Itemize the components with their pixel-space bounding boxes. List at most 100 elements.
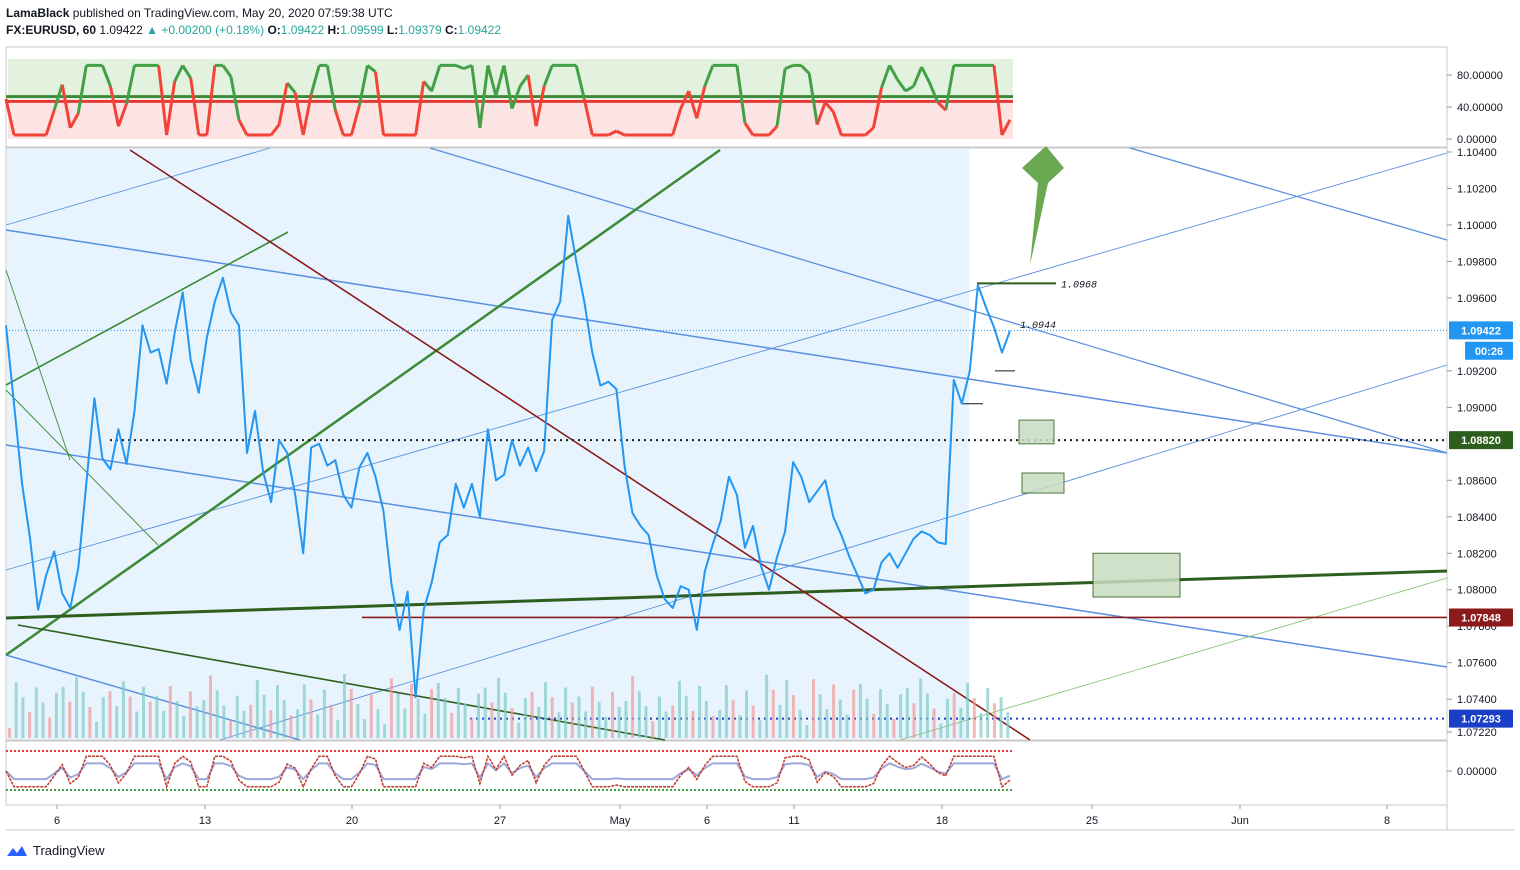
time-tick-label: 18 — [936, 815, 948, 827]
price-tick-label: 1.07600 — [1457, 658, 1497, 670]
ohlc-legend: FX:EURUSD, 60 1.09422 ▲ +0.00200 (+0.18%… — [6, 23, 501, 37]
volume-bar — [570, 702, 574, 738]
volume-bar — [992, 703, 996, 738]
volume-bar — [597, 701, 601, 738]
volume-bar — [88, 707, 92, 738]
lower-signal-line — [5, 761, 1011, 782]
volume-bar — [389, 678, 393, 738]
price-tick-label: 1.08000 — [1457, 585, 1497, 597]
green-trend-line — [5, 231, 289, 386]
low-label: L: — [386, 23, 399, 37]
volume-bar — [470, 718, 474, 738]
volume-bar — [872, 713, 876, 738]
volume-bar — [68, 701, 72, 738]
green-trend-line — [17, 624, 666, 741]
volume-bar — [168, 686, 172, 738]
time-tick-label: May — [610, 815, 631, 827]
volume-bar — [711, 716, 715, 738]
tradingview-brand[interactable]: TradingView — [6, 843, 105, 858]
price-tick-label: 1.09600 — [1457, 293, 1497, 305]
price-tick-label: 1.10200 — [1457, 183, 1497, 195]
volume-bar — [410, 683, 413, 738]
volume-bar — [691, 710, 695, 738]
volume-bar — [269, 710, 273, 738]
volume-bar — [383, 724, 387, 738]
volume-bar — [343, 674, 346, 738]
time-tick-label: 13 — [199, 815, 211, 827]
volume-bar — [81, 692, 85, 738]
price-change: +0.00200 (+0.18%) — [161, 23, 265, 37]
volume-bar — [919, 678, 923, 738]
volume-bar — [845, 714, 849, 738]
volume-bar — [798, 710, 802, 738]
volume-bar — [242, 710, 246, 738]
volume-bar — [517, 722, 521, 738]
volume-bar — [175, 701, 179, 738]
volume-bar — [818, 694, 822, 738]
volume-bar — [34, 687, 38, 738]
volume-bar — [590, 686, 594, 738]
volume-bar — [255, 680, 259, 738]
time-tick-label: 20 — [346, 815, 358, 827]
volume-bar — [778, 704, 782, 738]
price-tick-label: 1.09200 — [1457, 366, 1497, 378]
open-label: O: — [267, 23, 281, 37]
price-badge-label: 1.08820 — [1461, 435, 1501, 447]
volume-bar — [550, 697, 554, 738]
volume-bar — [369, 694, 373, 738]
volume-bar — [932, 708, 936, 738]
price-tick-label: 1.08400 — [1457, 512, 1497, 524]
volume-bar — [899, 694, 903, 738]
volume-bar — [698, 686, 702, 738]
time-tick-label: 6 — [54, 815, 60, 827]
volume-bar — [202, 700, 206, 738]
volume-bar — [865, 698, 869, 738]
volume-bar — [249, 704, 253, 738]
volume-bar — [731, 700, 735, 738]
volume-bar — [128, 696, 132, 738]
target-box — [1021, 472, 1065, 494]
volume-bar — [48, 717, 52, 738]
volume-bar — [577, 696, 581, 738]
green-support-line — [5, 569, 1448, 620]
volume-bar — [41, 702, 45, 738]
price-tick-label: 1.10000 — [1457, 220, 1497, 232]
date-range-highlight — [7, 149, 969, 739]
low-value: 1.09379 — [398, 23, 442, 37]
symbol-label[interactable]: FX:EURUSD, 60 — [6, 23, 97, 37]
price-badge — [1449, 431, 1513, 450]
volume-bar — [751, 705, 755, 738]
volume-bar — [450, 713, 454, 738]
volume-bar — [544, 682, 547, 738]
volume-bar — [952, 692, 956, 738]
volume-bar — [946, 698, 949, 738]
volume-bar — [617, 707, 621, 738]
volume-bar — [771, 689, 775, 738]
volume-bar — [195, 706, 199, 738]
volume-bar — [631, 676, 635, 738]
price-badge — [1449, 608, 1513, 627]
volume-bar — [858, 683, 862, 738]
volume-bar — [879, 689, 882, 738]
volume-bar — [664, 711, 668, 738]
volume-bar — [456, 688, 460, 738]
target-box — [1018, 419, 1055, 445]
volume-bar — [182, 716, 186, 738]
green-trend-line — [5, 148, 721, 657]
blue-channel-line — [1129, 147, 1448, 241]
volume-bar — [564, 687, 568, 738]
volume-bar — [309, 699, 313, 738]
volume-bar — [671, 705, 675, 738]
volume-bar — [276, 685, 279, 738]
volume-bar — [21, 697, 25, 738]
volume-bar — [363, 719, 367, 738]
volume-bar — [8, 728, 11, 738]
volume-bar — [14, 682, 18, 738]
volume-bar — [95, 722, 99, 738]
oscillator-bull-line — [52, 63, 994, 128]
price-tick-label: 1.10400 — [1457, 147, 1497, 159]
time-tick-label: 25 — [1086, 815, 1098, 827]
volume-bar — [832, 684, 836, 738]
author-name[interactable]: LamaBlack — [6, 6, 70, 20]
